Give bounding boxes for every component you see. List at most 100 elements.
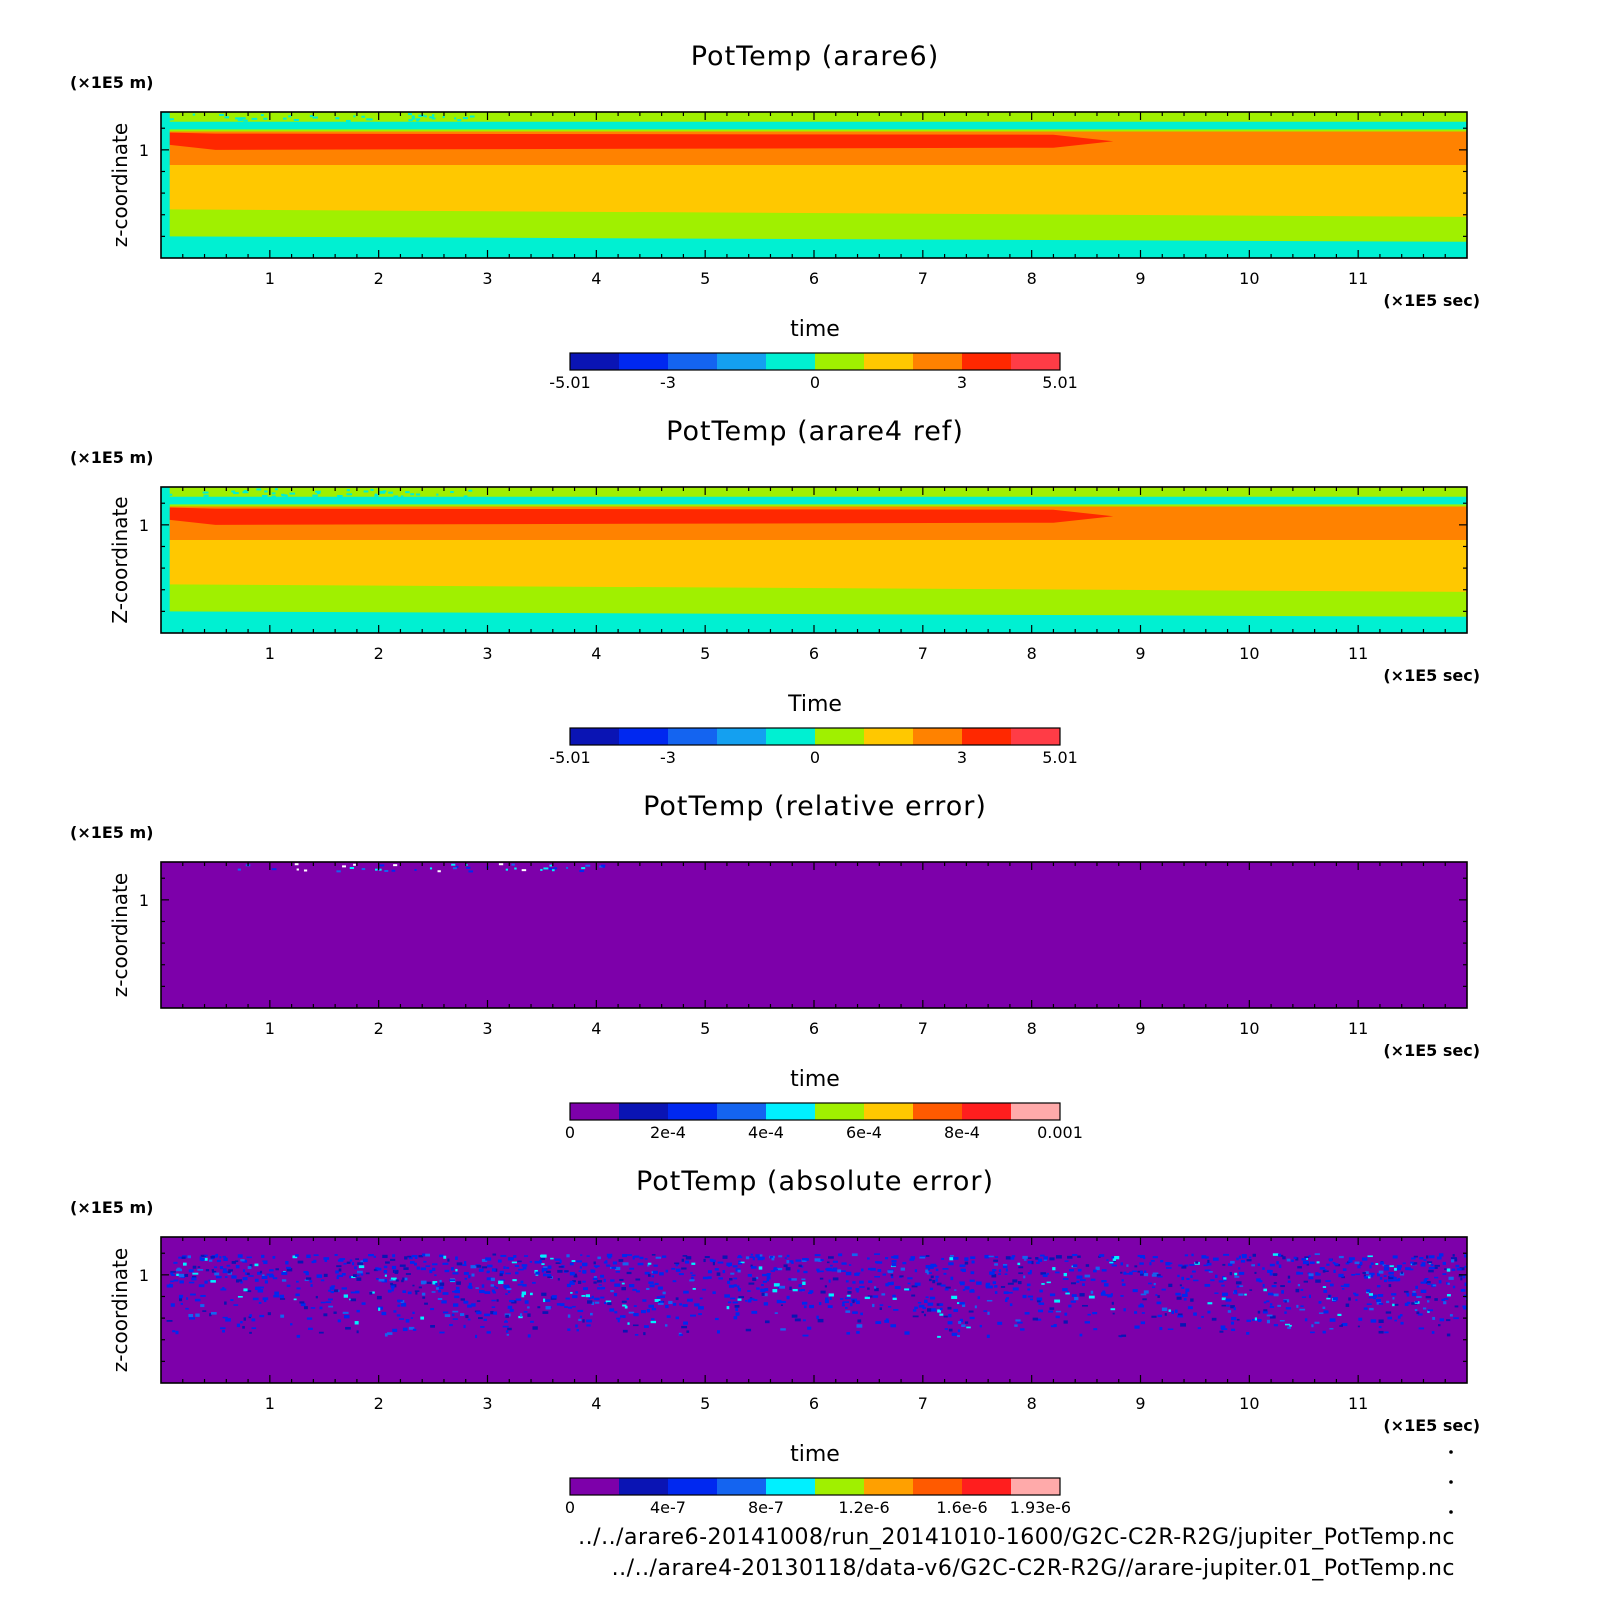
error-speck bbox=[543, 1273, 547, 1277]
error-speck bbox=[1112, 1312, 1115, 1315]
error-speck bbox=[992, 1269, 997, 1272]
error-speck bbox=[1032, 1317, 1039, 1321]
error-speck bbox=[681, 1325, 688, 1329]
x-tick-label: 10 bbox=[1239, 1394, 1259, 1413]
error-speck bbox=[968, 1310, 974, 1313]
error-speck bbox=[748, 1282, 755, 1285]
error-speck bbox=[1110, 1308, 1116, 1311]
error-speck bbox=[1379, 1276, 1383, 1280]
x-tick-label: 10 bbox=[1239, 1019, 1259, 1038]
error-speck bbox=[1389, 1275, 1394, 1278]
error-speck bbox=[1014, 1324, 1018, 1327]
panel-title: PotTemp (absolute error) bbox=[636, 1166, 994, 1197]
error-speck bbox=[582, 1319, 585, 1323]
error-speck bbox=[1203, 1264, 1209, 1267]
error-speck bbox=[1420, 1281, 1426, 1284]
error-speck bbox=[249, 1264, 253, 1268]
error-speck bbox=[707, 1270, 712, 1274]
error-speck bbox=[867, 1295, 873, 1298]
error-speck bbox=[1207, 1310, 1211, 1314]
error-speck bbox=[1179, 1284, 1182, 1287]
error-speck bbox=[339, 1258, 346, 1260]
error-speck bbox=[809, 1290, 814, 1294]
error-speck bbox=[1442, 1261, 1447, 1265]
error-speck bbox=[698, 1313, 702, 1316]
error-speck bbox=[758, 1266, 763, 1270]
error-speck bbox=[343, 1294, 349, 1298]
x-tick-label: 6 bbox=[809, 269, 819, 288]
error-speck bbox=[1376, 1301, 1382, 1305]
error-speck bbox=[728, 1284, 735, 1288]
error-speck bbox=[1427, 1283, 1431, 1286]
error-speck bbox=[802, 1281, 806, 1286]
error-speck bbox=[617, 1319, 620, 1323]
error-speck bbox=[1357, 1265, 1361, 1269]
error-speck bbox=[486, 1331, 491, 1334]
error-speck bbox=[1404, 1302, 1409, 1307]
error-speck bbox=[426, 1281, 432, 1284]
error-speck bbox=[732, 1301, 739, 1304]
error-speck bbox=[755, 1254, 760, 1258]
error-speck bbox=[247, 1266, 252, 1270]
error-speck bbox=[569, 1282, 575, 1285]
error-speck bbox=[581, 1294, 586, 1297]
band-top-cyan bbox=[161, 121, 1467, 130]
error-speck bbox=[303, 1306, 308, 1310]
error-speck bbox=[600, 1274, 605, 1278]
error-speck bbox=[1151, 1274, 1157, 1277]
error-speck bbox=[361, 868, 366, 871]
colorbar-swatch bbox=[913, 353, 963, 370]
colorbar-swatch bbox=[570, 728, 620, 745]
field-speck bbox=[400, 495, 404, 498]
error-speck bbox=[912, 1309, 917, 1312]
y-axis-title: z-coordinate bbox=[108, 123, 132, 247]
error-speck bbox=[1432, 1316, 1436, 1320]
error-speck bbox=[730, 1297, 736, 1300]
error-speck bbox=[532, 1281, 536, 1284]
error-speck bbox=[354, 1266, 357, 1270]
error-speck bbox=[295, 1254, 299, 1257]
error-speck bbox=[1392, 1297, 1395, 1300]
error-speck bbox=[236, 1323, 241, 1328]
x-tick-label: 6 bbox=[809, 1394, 819, 1413]
error-speck bbox=[391, 1288, 394, 1292]
error-speck bbox=[832, 1277, 839, 1281]
error-speck bbox=[1126, 1264, 1129, 1267]
error-speck bbox=[1338, 1273, 1344, 1278]
error-speck bbox=[947, 1306, 952, 1310]
error-speck bbox=[1177, 1315, 1184, 1318]
error-speck bbox=[622, 1254, 628, 1258]
error-speck bbox=[925, 1296, 929, 1299]
field-speck bbox=[243, 490, 247, 493]
error-speck bbox=[826, 1261, 830, 1264]
error-speck bbox=[847, 1291, 852, 1294]
colorbar-swatch bbox=[668, 728, 718, 745]
error-speck bbox=[1448, 1276, 1454, 1280]
error-speck bbox=[547, 1276, 553, 1279]
field-speck bbox=[316, 492, 321, 495]
error-speck bbox=[762, 1293, 768, 1297]
error-speck bbox=[1333, 1269, 1336, 1273]
error-speck bbox=[1298, 1272, 1304, 1275]
error-speck bbox=[656, 1296, 661, 1299]
error-speck bbox=[478, 1317, 483, 1320]
decorative-dot bbox=[1449, 1510, 1453, 1514]
colorbar-swatch bbox=[717, 1103, 767, 1120]
error-speck bbox=[460, 1313, 465, 1317]
error-speck bbox=[1020, 1328, 1025, 1331]
error-speck bbox=[451, 863, 456, 866]
error-speck bbox=[764, 1288, 769, 1292]
error-speck bbox=[1427, 1309, 1434, 1312]
error-speck bbox=[564, 1270, 569, 1273]
error-speck bbox=[1161, 1307, 1168, 1311]
field-speck bbox=[415, 118, 421, 121]
error-speck bbox=[643, 1332, 646, 1336]
error-speck bbox=[316, 1274, 323, 1278]
y-unit-label: (×1E5 m) bbox=[70, 73, 153, 92]
error-speck bbox=[621, 1287, 626, 1291]
error-speck bbox=[594, 1297, 600, 1301]
error-speck bbox=[733, 1277, 738, 1280]
field-speck bbox=[309, 115, 314, 118]
error-speck bbox=[505, 1272, 511, 1275]
error-speck bbox=[791, 1278, 797, 1281]
